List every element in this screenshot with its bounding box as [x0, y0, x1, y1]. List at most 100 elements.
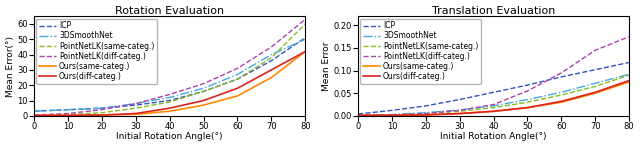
PointNetLK(diff-categ.): [30, 114, 38, 116]
PointNetLK(same-categ.): [234, 78, 241, 80]
Ours(diff-categ.): [166, 107, 173, 109]
Ours(diff-categ.): [234, 87, 241, 89]
PointNetLK(same-categ.): [591, 86, 599, 87]
ICP: [234, 78, 241, 80]
Title: Translation Evaluation: Translation Evaluation: [432, 6, 556, 16]
3DSmoothNet: [557, 91, 565, 93]
PointNetLK(diff-categ.): [301, 19, 309, 20]
PointNetLK(same-categ.): [456, 110, 463, 112]
Title: Rotation Evaluation: Rotation Evaluation: [115, 6, 224, 16]
Ours(diff-categ.): [625, 80, 633, 81]
PointNetLK(diff-categ.): [200, 83, 207, 85]
PointNetLK(same-categ.): [524, 101, 531, 103]
Ours(same-categ.): [388, 115, 396, 116]
PointNetLK(diff-categ.): [355, 115, 362, 116]
ICP: [524, 84, 531, 86]
PointNetLK(same-categ.): [30, 115, 38, 116]
Ours(same-categ.): [524, 107, 531, 108]
3DSmoothNet: [422, 112, 429, 113]
Legend: ICP, 3DSmoothNet, PointNetLK(same-categ.), PointNetLK(diff-categ.), Ours(same-ca: ICP, 3DSmoothNet, PointNetLK(same-categ.…: [360, 19, 481, 84]
Ours(diff-categ.): [490, 110, 497, 112]
PointNetLK(diff-categ.): [268, 46, 275, 48]
PointNetLK(diff-categ.): [388, 114, 396, 116]
Ours(same-categ.): [557, 101, 565, 103]
ICP: [200, 90, 207, 92]
Ours(same-categ.): [234, 95, 241, 97]
3DSmoothNet: [200, 87, 207, 89]
ICP: [422, 105, 429, 107]
PointNetLK(same-categ.): [268, 57, 275, 59]
3DSmoothNet: [234, 74, 241, 75]
Ours(same-categ.): [200, 104, 207, 106]
ICP: [301, 37, 309, 39]
Ours(diff-categ.): [200, 100, 207, 101]
Ours(diff-categ.): [388, 115, 396, 116]
Y-axis label: Mean Error: Mean Error: [322, 41, 331, 91]
Line: Ours(same-categ.): Ours(same-categ.): [358, 82, 629, 115]
ICP: [490, 91, 497, 93]
Ours(diff-categ.): [268, 69, 275, 71]
PointNetLK(same-categ.): [301, 23, 309, 25]
Ours(diff-categ.): [422, 114, 429, 116]
3DSmoothNet: [268, 54, 275, 55]
3DSmoothNet: [30, 110, 38, 112]
PointNetLK(diff-categ.): [234, 67, 241, 69]
Line: PointNetLK(diff-categ.): PointNetLK(diff-categ.): [34, 19, 305, 115]
Line: PointNetLK(same-categ.): PointNetLK(same-categ.): [358, 75, 629, 115]
3DSmoothNet: [625, 73, 633, 75]
PointNetLK(same-categ.): [132, 107, 140, 109]
Line: ICP: ICP: [358, 62, 629, 114]
Ours(diff-categ.): [64, 115, 72, 116]
Line: PointNetLK(diff-categ.): PointNetLK(diff-categ.): [358, 37, 629, 115]
PointNetLK(same-categ.): [355, 115, 362, 116]
Ours(same-categ.): [456, 113, 463, 114]
PointNetLK(diff-categ.): [98, 109, 106, 111]
3DSmoothNet: [355, 115, 362, 116]
Ours(same-categ.): [422, 114, 429, 116]
Ours(same-categ.): [64, 115, 72, 116]
ICP: [625, 62, 633, 63]
PointNetLK(diff-categ.): [456, 110, 463, 111]
Legend: ICP, 3DSmoothNet, PointNetLK(same-categ.), PointNetLK(diff-categ.), Ours(same-ca: ICP, 3DSmoothNet, PointNetLK(same-categ.…: [36, 19, 157, 84]
3DSmoothNet: [490, 105, 497, 107]
PointNetLK(same-categ.): [200, 90, 207, 92]
Ours(diff-categ.): [591, 91, 599, 93]
X-axis label: Initial Rotation Angle(°): Initial Rotation Angle(°): [440, 132, 547, 141]
PointNetLK(diff-categ.): [132, 103, 140, 105]
3DSmoothNet: [591, 82, 599, 84]
ICP: [388, 110, 396, 111]
3DSmoothNet: [166, 97, 173, 98]
Ours(diff-categ.): [524, 107, 531, 108]
Line: 3DSmoothNet: 3DSmoothNet: [34, 39, 305, 111]
Ours(same-categ.): [30, 115, 38, 116]
PointNetLK(diff-categ.): [166, 93, 173, 95]
PointNetLK(diff-categ.): [557, 72, 565, 74]
PointNetLK(same-categ.): [64, 114, 72, 115]
Y-axis label: Mean Error(°): Mean Error(°): [6, 36, 15, 97]
PointNetLK(diff-categ.): [625, 36, 633, 38]
Ours(diff-categ.): [98, 114, 106, 116]
ICP: [98, 107, 106, 109]
PointNetLK(same-categ.): [422, 113, 429, 114]
Ours(same-categ.): [132, 113, 140, 115]
ICP: [30, 110, 38, 112]
3DSmoothNet: [64, 109, 72, 111]
ICP: [268, 60, 275, 62]
ICP: [64, 109, 72, 111]
Line: Ours(diff-categ.): Ours(diff-categ.): [358, 81, 629, 115]
Ours(diff-categ.): [30, 115, 38, 116]
PointNetLK(same-categ.): [625, 74, 633, 76]
Ours(diff-categ.): [132, 113, 140, 114]
PointNetLK(same-categ.): [98, 112, 106, 114]
PointNetLK(same-categ.): [557, 94, 565, 96]
PointNetLK(same-categ.): [490, 107, 497, 108]
PointNetLK(diff-categ.): [490, 104, 497, 105]
3DSmoothNet: [132, 103, 140, 105]
Ours(same-categ.): [490, 110, 497, 112]
PointNetLK(diff-categ.): [422, 113, 429, 114]
Ours(same-categ.): [625, 81, 633, 83]
Ours(same-categ.): [268, 77, 275, 78]
PointNetLK(diff-categ.): [524, 90, 531, 92]
ICP: [132, 104, 140, 106]
Line: 3DSmoothNet: 3DSmoothNet: [358, 74, 629, 115]
